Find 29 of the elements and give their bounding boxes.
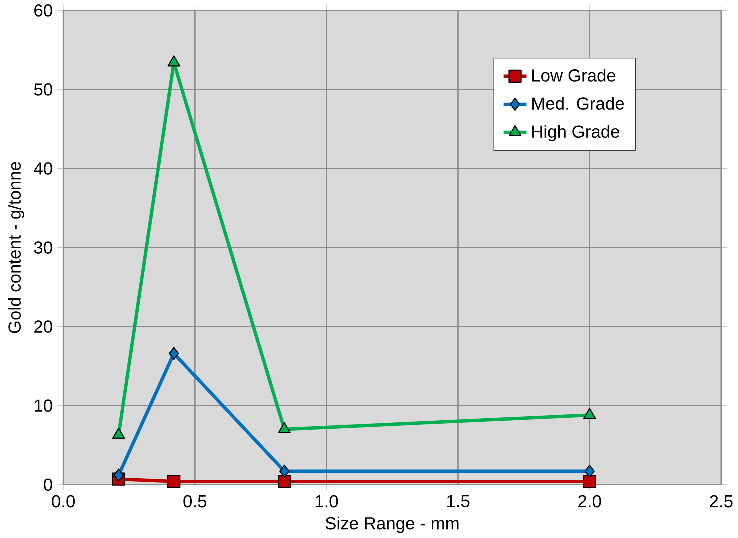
x-tick-label: 1.5 <box>447 496 470 508</box>
x-tick-label: 2.5 <box>710 496 733 508</box>
point <box>278 422 291 434</box>
x-axis-title: Size Range - mm <box>326 517 459 534</box>
x-tick-label: 0.5 <box>184 496 207 508</box>
x-tick-label: 2.0 <box>578 496 602 508</box>
x-tick-label: 1.0 <box>316 496 338 508</box>
x-tick-label: 0.0 <box>52 496 76 508</box>
y-tick-label: 30 <box>34 242 52 254</box>
y-tick-label: 10 <box>35 400 52 412</box>
point <box>584 465 595 478</box>
y-tick-label: 40 <box>34 162 52 176</box>
point <box>278 475 292 488</box>
point <box>114 468 124 482</box>
y-tick-label: 50 <box>34 84 52 96</box>
point <box>280 465 290 478</box>
point <box>168 56 180 67</box>
point <box>583 475 596 488</box>
legend-label: High Grade <box>532 125 620 142</box>
legend-label: Low Grade <box>532 69 616 82</box>
point <box>112 428 126 440</box>
y-tick-label: 60 <box>34 4 52 17</box>
y-axis-title: Gold content - g/tonne <box>8 162 24 334</box>
legend-label: Med. Grade <box>532 97 624 110</box>
point <box>168 475 181 488</box>
y-tick-label: 0 <box>44 478 52 492</box>
y-tick-label: 20 <box>34 320 52 334</box>
point <box>169 347 180 360</box>
point <box>583 408 596 420</box>
